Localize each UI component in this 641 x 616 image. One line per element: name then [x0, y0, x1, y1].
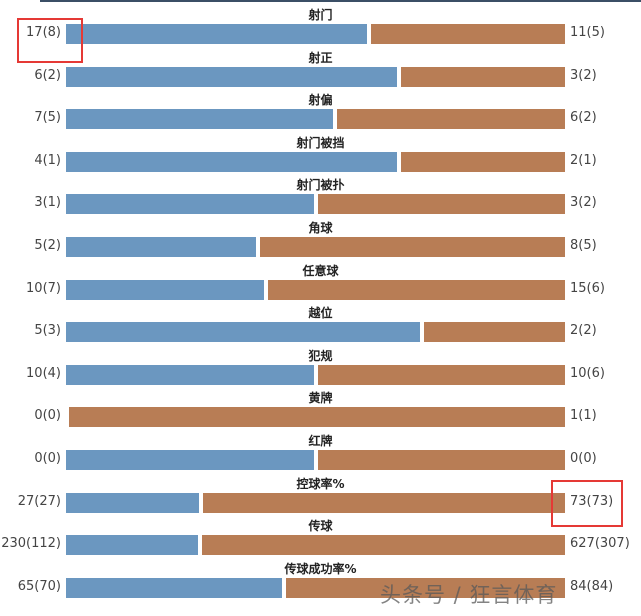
right-bar — [202, 492, 565, 513]
left-bar — [66, 109, 333, 130]
category-label: 射门被扑 — [296, 178, 345, 193]
right-value-label: 10(6) — [570, 365, 605, 381]
right-bar — [317, 194, 565, 215]
left-bar — [66, 535, 198, 556]
right-bar — [267, 279, 565, 300]
left-bar — [66, 279, 264, 300]
left-value-label: 5(2) — [34, 238, 61, 253]
category-label: 射门 — [308, 8, 333, 22]
right-bar — [370, 24, 565, 44]
left-value-label: 10(7) — [26, 280, 61, 296]
right-value-label: 73(73) — [570, 493, 614, 509]
left-value-label: 230(112) — [1, 536, 61, 552]
left-bar — [66, 66, 397, 87]
right-value-label: 3(2) — [570, 67, 597, 83]
left-value-label: 10(4) — [26, 365, 61, 381]
left-value-label: 0(0) — [34, 408, 61, 424]
right-value-label: 8(5) — [570, 238, 597, 253]
right-bar — [201, 535, 565, 556]
right-value-label: 84(84) — [570, 578, 614, 594]
category-label: 角球 — [308, 221, 333, 235]
left-value-label: 0(0) — [34, 451, 61, 466]
right-value-label: 2(1) — [570, 152, 597, 168]
right-value-label: 15(6) — [570, 280, 605, 296]
right-bar — [400, 151, 565, 172]
left-value-label: 4(1) — [34, 152, 61, 168]
right-bar — [285, 577, 565, 598]
category-label: 传球成功率% — [284, 561, 357, 576]
right-bar — [69, 407, 565, 428]
category-label: 任意球 — [302, 263, 339, 278]
right-value-label: 2(2) — [570, 323, 597, 339]
right-bar — [400, 66, 565, 87]
category-label: 红牌 — [308, 434, 333, 448]
left-bar — [66, 24, 367, 44]
left-value-label: 7(5) — [34, 110, 61, 126]
highlight-box-left — [17, 18, 83, 63]
category-label: 射正 — [308, 50, 333, 65]
category-label: 黄牌 — [308, 391, 333, 406]
right-bar — [424, 322, 565, 343]
right-bar — [317, 364, 565, 385]
left-value-label: 6(2) — [34, 67, 61, 83]
category-label: 传球 — [308, 519, 333, 534]
watermark: 头条号 / 狂言体育 — [380, 583, 558, 607]
left-value-label: 5(3) — [34, 323, 61, 339]
left-value-label: 17(8) — [26, 25, 61, 40]
right-bar — [336, 109, 565, 130]
highlight-box-right — [551, 480, 623, 527]
category-label: 射门被挡 — [296, 135, 345, 150]
left-bar — [66, 151, 397, 172]
left-bar — [66, 577, 282, 598]
category-label: 控球率% — [296, 476, 345, 491]
left-bar — [66, 194, 314, 215]
category-label: 越位 — [308, 306, 333, 321]
right-value-label: 1(1) — [570, 408, 597, 424]
left-value-label: 3(1) — [34, 195, 61, 211]
left-value-label: 65(70) — [17, 578, 61, 594]
category-label: 射偏 — [308, 93, 333, 108]
right-bar — [317, 450, 565, 470]
left-bar — [66, 322, 421, 343]
right-value-label: 627(307) — [570, 536, 630, 552]
left-bar — [66, 237, 256, 257]
category-label: 犯规 — [308, 348, 333, 363]
left-bar — [66, 450, 314, 470]
right-value-label: 3(2) — [570, 195, 597, 211]
right-value-label: 0(0) — [570, 451, 597, 466]
top-divider — [40, 0, 641, 2]
right-value-label: 11(5) — [570, 25, 605, 40]
left-bar — [66, 492, 199, 513]
left-bar — [66, 364, 314, 385]
left-value-label: 27(27) — [17, 493, 61, 509]
right-bar — [259, 237, 565, 257]
right-value-label: 6(2) — [570, 110, 597, 126]
